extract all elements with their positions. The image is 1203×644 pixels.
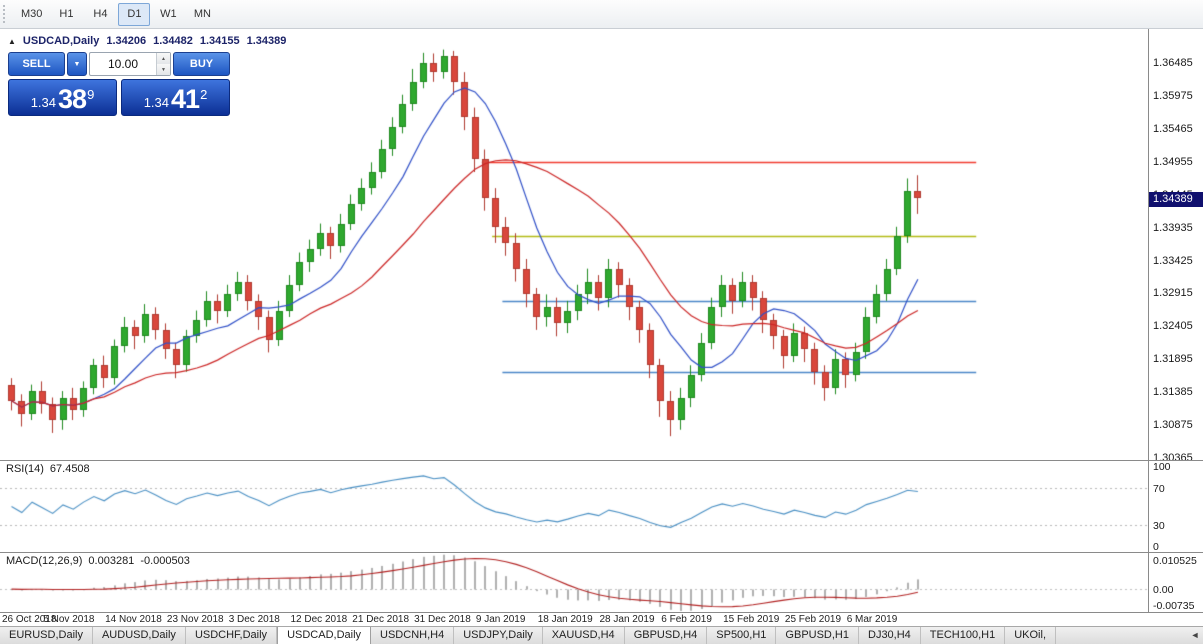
- one-click-trading-widget: SELL ▼ 10.00 ▲ ▼ BUY 1.34 38 9: [8, 52, 230, 116]
- date-tick: 25 Feb 2019: [784, 614, 842, 625]
- macd-panel: MACD(12,26,9) 0.003281 -0.000503 0.01052…: [0, 552, 1203, 612]
- price-tick: 1.32915: [1153, 287, 1193, 300]
- chart-symbol-label: USDCAD,Daily: [22, 35, 100, 47]
- macd-level-tick: 0.00: [1153, 584, 1174, 597]
- sell-quote-button[interactable]: 1.34 38 9: [8, 79, 117, 116]
- timeframe-button-h4[interactable]: H4: [93, 7, 108, 20]
- buy-button[interactable]: BUY: [173, 52, 230, 76]
- ohlc-open-value: 1.34206: [106, 35, 147, 47]
- volume-input[interactable]: 10.00 ▲ ▼: [89, 52, 171, 76]
- current-price-badge: 1.34389: [1149, 191, 1203, 207]
- rsi-level-tick: 30: [1153, 519, 1165, 532]
- price-axis[interactable]: 1.34389 1.364851.359751.354651.349551.34…: [1148, 29, 1203, 464]
- rsi-panel: RSI(14) 67.4508 100 70 30 0: [0, 460, 1203, 553]
- chart-tab-gbpusd-h4[interactable]: GBPUSD,H4: [625, 627, 708, 644]
- timeframe-button-m30[interactable]: M30: [21, 7, 43, 20]
- date-tick: 9 Jan 2019: [475, 614, 526, 625]
- sell-button[interactable]: SELL: [8, 52, 65, 76]
- ohlc-close-value: 1.34389: [246, 35, 287, 47]
- date-tick: 12 Dec 2018: [290, 614, 348, 625]
- chart-tab-gbpusd-h1[interactable]: GBPUSD,H1: [776, 627, 859, 644]
- date-axis[interactable]: 26 Oct 2018 5 Nov 2018 14 Nov 2018 23 Nov 2…: [0, 612, 1203, 626]
- rsi-level-tick: 100: [1153, 461, 1171, 473]
- price-tick: 1.31385: [1153, 386, 1193, 399]
- chart-tab-usdjpy-daily[interactable]: USDJPY,Daily: [454, 627, 543, 644]
- price-tick: 1.34955: [1153, 156, 1193, 169]
- price-tick: 1.32405: [1153, 320, 1193, 333]
- macd-canvas[interactable]: [0, 553, 1148, 612]
- buy-quote-button[interactable]: 1.34 41 2: [121, 79, 230, 116]
- chart-tab-dj30-h4[interactable]: DJ30,H4: [859, 627, 921, 644]
- chart-tab-xauusd-h4[interactable]: XAUUSD,H4: [543, 627, 625, 644]
- chart-tab-usdcnh-h4[interactable]: USDCNH,H4: [371, 627, 455, 644]
- price-tick: 1.35975: [1153, 90, 1193, 103]
- date-tick: 3 Dec 2018: [228, 614, 280, 625]
- rsi-axis[interactable]: 100 70 30 0: [1148, 461, 1203, 553]
- chart-tab-eurusd-daily[interactable]: EURUSD,Daily: [0, 627, 93, 644]
- date-tick: 14 Nov 2018: [105, 614, 162, 625]
- volume-increase-button[interactable]: ▲: [157, 53, 170, 64]
- date-tick: 6 Mar 2019: [846, 614, 898, 625]
- price-tick: 1.30875: [1153, 418, 1193, 431]
- timeframe-button-d1[interactable]: D1: [118, 2, 151, 26]
- price-tick: 1.31895: [1153, 353, 1193, 366]
- date-tick: 18 Jan 2019: [537, 614, 593, 625]
- chart-tab-sp500-h1[interactable]: SP500,H1: [707, 627, 777, 644]
- volume-value[interactable]: 10.00: [107, 57, 139, 71]
- date-tick: 26 Oct 2018: [2, 614, 57, 625]
- macd-level-tick: -0.00735: [1153, 600, 1195, 612]
- buy-price-pips: 41: [171, 84, 200, 114]
- date-tick: 21 Dec 2018: [352, 614, 410, 625]
- date-tick: 31 Dec 2018: [414, 614, 471, 625]
- sell-price-pips: 38: [58, 84, 87, 114]
- ohlc-high-value: 1.34482: [153, 35, 193, 47]
- chart-tab-tech100-h1[interactable]: TECH100,H1: [921, 627, 1006, 644]
- date-tick: 6 Feb 2019: [661, 614, 712, 625]
- macd-axis[interactable]: 0.010525 0.00 -0.00735: [1148, 553, 1203, 612]
- date-tick: 15 Feb 2019: [723, 614, 780, 625]
- chart-tabs-bar: EURUSD,Daily AUDUSD,Daily USDCHF,Daily USDC…: [0, 626, 1203, 644]
- sell-price-base: 1.34: [30, 95, 57, 110]
- volume-spinners: ▲ ▼: [156, 53, 170, 75]
- macd-level-tick: 0.010525: [1153, 555, 1197, 567]
- sell-price-point: 9: [87, 87, 95, 102]
- rsi-canvas[interactable]: [0, 461, 1148, 552]
- chart-tab-usdchf-daily[interactable]: USDCHF,Daily: [186, 627, 278, 644]
- date-tick: 28 Jan 2019: [599, 614, 655, 625]
- rsi-level-tick: 0: [1153, 541, 1159, 553]
- rsi-level-tick: 70: [1153, 483, 1165, 496]
- volume-decrease-button[interactable]: ▼: [157, 64, 170, 75]
- date-tick: 23 Nov 2018: [166, 614, 224, 625]
- timeframes-toolbar: M30 H1 H4 D1 W1 MN: [0, 0, 1203, 29]
- buy-price-point: 2: [200, 87, 208, 102]
- chart-tab-usdcad-daily[interactable]: USDCAD,Daily: [277, 627, 372, 644]
- symbol-marker-icon: ▲: [8, 36, 16, 46]
- buy-price-base: 1.34: [143, 95, 170, 110]
- toolbar-grip[interactable]: [3, 5, 9, 23]
- timeframe-button-w1[interactable]: W1: [160, 7, 177, 20]
- volume-dropdown-button[interactable]: ▼: [67, 52, 87, 76]
- timeframe-button-h1[interactable]: H1: [59, 7, 74, 20]
- price-tick: 1.33935: [1153, 221, 1193, 234]
- chart-header: ▲ USDCAD,Daily 1.34206 1.34482 1.34155 1…: [8, 35, 286, 47]
- price-tick: 1.35465: [1153, 123, 1193, 136]
- timeframe-button-mn[interactable]: MN: [193, 7, 211, 20]
- date-tick: 5 Nov 2018: [43, 614, 95, 625]
- chart-tab-audusd-daily[interactable]: AUDUSD,Daily: [93, 627, 186, 644]
- price-tick: 1.36485: [1153, 57, 1193, 70]
- tabs-scroll-left-button[interactable]: ◄: [1190, 630, 1200, 640]
- chart-tab-ukoil[interactable]: UKOil,: [1005, 627, 1056, 644]
- ohlc-low-value: 1.34155: [199, 35, 240, 47]
- price-tick: 1.33425: [1153, 254, 1193, 267]
- timeframe-buttons: M30 H1 H4 D1 W1 MN: [14, 2, 219, 26]
- main-chart-panel: ▲ USDCAD,Daily 1.34206 1.34482 1.34155 1…: [0, 29, 1203, 464]
